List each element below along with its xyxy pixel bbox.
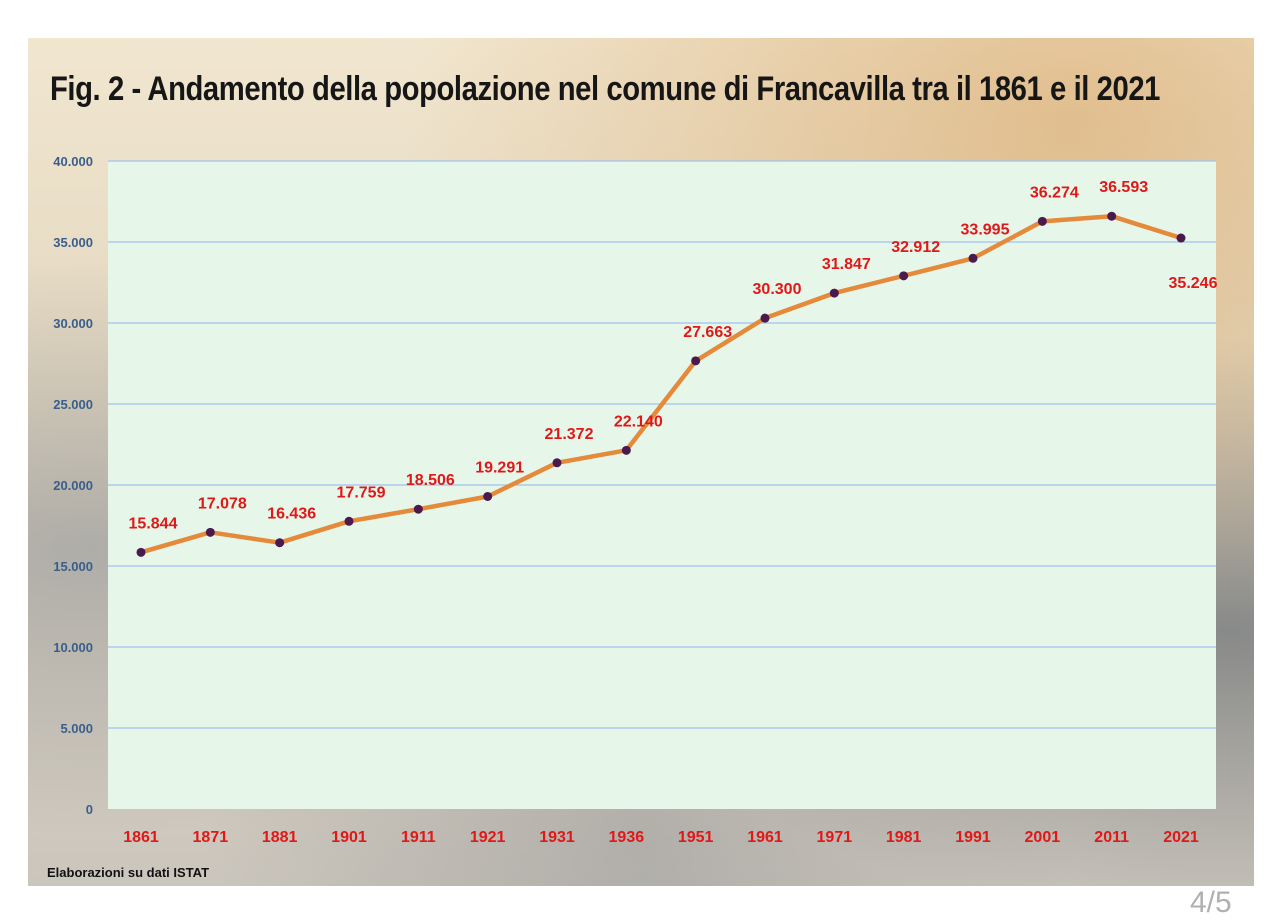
page-indicator: 4/5	[1190, 886, 1232, 919]
x-tick-label: 1961	[747, 829, 783, 846]
data-label: 17.078	[198, 495, 247, 512]
y-tick-label: 25.000	[53, 397, 93, 412]
data-label: 31.847	[822, 256, 871, 273]
chart-title: Fig. 2 - Andamento della popolazione nel…	[50, 70, 1160, 109]
data-point	[621, 445, 631, 455]
x-tick-label: 1861	[123, 829, 159, 846]
y-tick-label: 20.000	[53, 478, 93, 493]
y-tick-label: 35.000	[53, 235, 93, 250]
data-label: 36.593	[1099, 179, 1148, 196]
chart-title-text: Fig. 2 - Andamento della popolazione nel…	[50, 70, 1160, 108]
x-tick-label: 1931	[539, 829, 575, 846]
data-point	[1107, 211, 1117, 221]
data-label: 18.506	[406, 472, 455, 489]
data-point	[760, 313, 770, 323]
data-label: 33.995	[961, 221, 1010, 238]
x-tick-label: 2001	[1025, 829, 1061, 846]
data-label: 16.436	[267, 506, 316, 523]
x-axis: 1861 1871 1881 1901 1911 1921 1931 1936 1951 1961…	[123, 829, 1199, 846]
x-tick-label: 1951	[678, 829, 714, 846]
y-tick-label: 40.000	[53, 154, 93, 169]
data-point	[552, 458, 562, 468]
data-label: 32.912	[891, 239, 940, 256]
data-label: 30.300	[753, 281, 802, 298]
source-note: Elaborazioni su dati ISTAT	[47, 865, 210, 880]
x-tick-label: 1971	[817, 829, 853, 846]
data-label: 22.140	[614, 413, 663, 430]
y-tick-label: 15.000	[53, 559, 93, 574]
data-point	[829, 288, 839, 298]
data-label: 17.759	[337, 484, 386, 501]
series-population	[136, 211, 1186, 557]
x-tick-label: 1936	[609, 829, 645, 846]
data-point	[205, 527, 215, 537]
data-label: 35.246	[1169, 275, 1218, 292]
data-point	[691, 356, 701, 366]
data-label: 19.291	[475, 459, 524, 476]
data-point	[899, 271, 909, 281]
y-axis: 0 5.000 10.000 15.000 20.000 25.000 30.000 35.0…	[53, 154, 93, 817]
data-point	[1176, 233, 1186, 243]
x-tick-label: 1911	[401, 829, 436, 846]
data-label: 21.372	[545, 426, 594, 443]
y-tick-label: 0	[86, 802, 93, 817]
x-tick-label: 1991	[955, 829, 991, 846]
x-tick-label: 1981	[886, 829, 922, 846]
x-tick-label: 1881	[262, 829, 298, 846]
y-tick-label: 30.000	[53, 316, 93, 331]
data-label: 15.844	[129, 515, 178, 532]
x-tick-label: 1901	[331, 829, 367, 846]
data-point	[413, 504, 423, 514]
x-tick-label: 1921	[470, 829, 506, 846]
data-point	[1037, 216, 1047, 226]
x-tick-label: 2021	[1163, 829, 1199, 846]
x-tick-label: 1871	[193, 829, 229, 846]
data-point	[968, 253, 978, 263]
series-line	[138, 213, 1184, 555]
x-tick-label: 2011	[1094, 829, 1129, 846]
data-point	[344, 516, 354, 526]
data-point	[136, 547, 146, 557]
data-point	[483, 491, 493, 501]
data-point	[275, 538, 285, 548]
y-tick-label: 10.000	[53, 640, 93, 655]
data-label: 27.663	[683, 324, 732, 341]
y-tick-label: 5.000	[60, 721, 93, 736]
data-label: 36.274	[1030, 184, 1079, 201]
data-labels: 15.844 17.078 16.436 17.759 18.506 19.291 21.3…	[129, 179, 1218, 532]
